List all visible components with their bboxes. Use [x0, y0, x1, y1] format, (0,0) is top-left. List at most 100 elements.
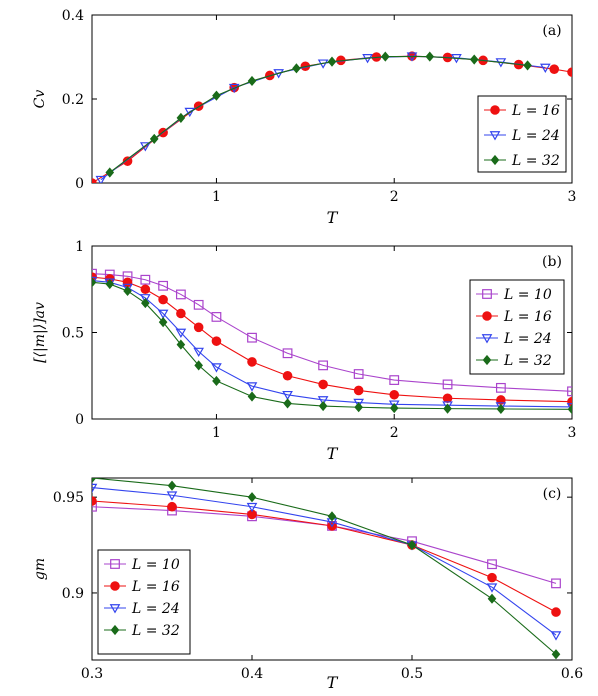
data-point — [318, 379, 328, 390]
x-tick-label: 1 — [212, 425, 221, 441]
data-point — [92, 268, 97, 279]
data-point — [539, 63, 551, 74]
plot-area — [92, 51, 572, 183]
plot-area — [92, 268, 572, 415]
data-point — [141, 298, 150, 309]
data-point — [487, 559, 497, 570]
legend-marker — [482, 289, 492, 299]
y-axis-label: [⟨|m|⟩]av — [32, 302, 48, 363]
data-point — [551, 578, 561, 589]
legend: L = 10 L = 16 L = 24 L = 32 — [97, 549, 191, 655]
y-axis-label: Cv — [32, 90, 48, 109]
series-4 — [92, 478, 561, 660]
data-point — [407, 539, 417, 551]
x-tick-label: 2 — [390, 425, 399, 441]
legend-box — [97, 549, 191, 655]
data-point — [246, 502, 258, 513]
data-point — [92, 496, 97, 506]
data-point — [523, 60, 532, 71]
y-tick-label: 0.9 — [62, 586, 84, 602]
data-point — [469, 54, 479, 65]
data-point — [353, 398, 365, 409]
data-point — [567, 386, 572, 397]
legend-label: L = 16 — [131, 579, 180, 595]
data-point — [567, 404, 572, 415]
data-point — [167, 501, 177, 512]
data-point — [228, 83, 240, 94]
x-axis-label: T — [327, 673, 339, 692]
data-point — [486, 583, 498, 593]
y-tick-label: 1 — [75, 239, 84, 255]
data-point — [246, 382, 258, 392]
data-point — [176, 308, 186, 319]
legend-marker — [489, 131, 501, 141]
legend-label: L = 10 — [131, 557, 180, 573]
data-point — [212, 90, 221, 101]
legend-marker — [110, 559, 120, 569]
data-point — [442, 401, 453, 411]
y-tick-label: 0.2 — [62, 92, 84, 108]
legend-label: L = 24 — [511, 128, 560, 144]
data-point — [567, 67, 572, 77]
y-tick-label: 0.4 — [62, 8, 84, 24]
data-point — [176, 339, 186, 350]
chart-panel-1: 1 2 3 0 0.2 0.4 T Cv (a) L = 16 L = 24 L = 32 — [32, 8, 576, 227]
data-point — [92, 478, 97, 484]
data-point — [123, 285, 132, 297]
data-point — [158, 280, 169, 291]
data-point — [443, 403, 452, 414]
data-point — [140, 284, 151, 295]
series-line — [92, 281, 572, 410]
data-point — [122, 277, 133, 288]
legend-label: L = 32 — [503, 353, 552, 369]
data-point — [194, 360, 203, 371]
x-tick-label: 3 — [568, 189, 577, 205]
data-point — [425, 51, 435, 62]
series-line — [109, 56, 528, 173]
panel-label: (b) — [542, 254, 562, 270]
data-point — [551, 607, 561, 617]
data-point — [283, 398, 292, 409]
data-point — [442, 379, 453, 390]
y-axis-label: gm — [32, 558, 48, 580]
data-point — [166, 491, 178, 501]
data-point — [388, 400, 400, 410]
series-line — [92, 273, 572, 392]
y-tick-label: 0 — [75, 176, 84, 192]
data-point — [317, 396, 329, 406]
data-point — [549, 64, 560, 74]
x-axis-label: T — [327, 444, 339, 463]
x-tick-label: 1 — [212, 189, 221, 205]
series-3 — [92, 276, 572, 413]
x-tick-label: 3 — [568, 425, 577, 441]
data-point — [184, 107, 196, 118]
data-point — [282, 390, 293, 401]
legend-label: L = 16 — [511, 103, 560, 119]
series-line — [92, 276, 572, 403]
data-point — [282, 348, 293, 359]
data-point — [95, 175, 107, 183]
data-point — [176, 112, 186, 123]
y-tick-label: 0 — [75, 412, 84, 428]
data-point — [122, 156, 133, 166]
legend-label: L = 32 — [511, 153, 560, 169]
legend-marker — [110, 624, 120, 636]
legend-marker — [490, 154, 500, 166]
chart-panel-2: 1 2 300.51T[⟨|m|⟩]av(b)L = 10L = 16L = 24L… — [32, 239, 576, 463]
legend-label: L = 24 — [131, 601, 180, 617]
data-point — [247, 492, 257, 503]
series-4 — [92, 277, 572, 415]
panel-label: (c) — [543, 486, 562, 502]
data-point — [247, 391, 257, 402]
data-point — [212, 375, 221, 387]
data-point — [140, 274, 151, 285]
data-point — [354, 402, 363, 413]
data-point — [193, 299, 204, 310]
data-point — [92, 501, 97, 512]
data-point — [211, 312, 222, 322]
data-point — [487, 593, 497, 604]
y-tick-label: 0.5 — [62, 326, 84, 342]
data-point — [92, 483, 98, 494]
x-tick-label: 0.3 — [81, 666, 103, 682]
